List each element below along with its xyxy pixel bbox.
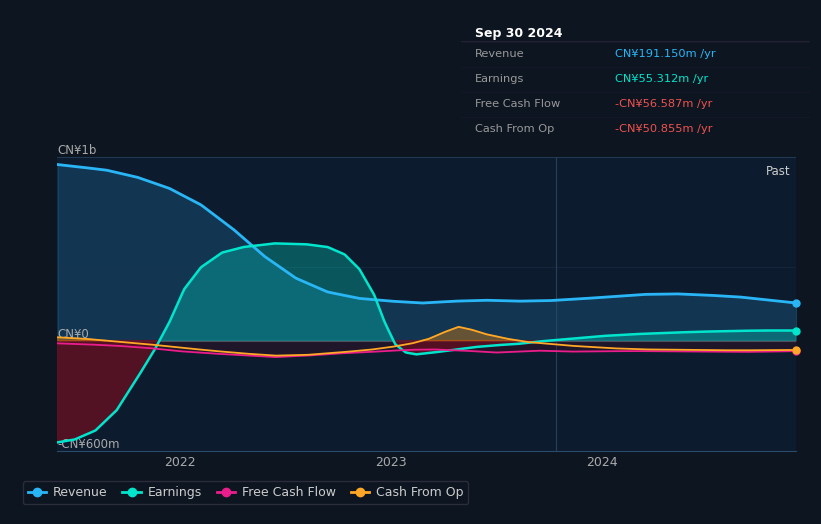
Text: Free Cash Flow: Free Cash Flow: [475, 99, 561, 109]
Text: -CN¥56.587m /yr: -CN¥56.587m /yr: [615, 99, 713, 109]
Text: CN¥55.312m /yr: CN¥55.312m /yr: [615, 74, 709, 84]
Text: -CN¥600m: -CN¥600m: [57, 438, 120, 451]
Text: Past: Past: [765, 165, 790, 178]
Text: -CN¥50.855m /yr: -CN¥50.855m /yr: [615, 124, 713, 134]
Text: Sep 30 2024: Sep 30 2024: [475, 27, 563, 40]
Legend: Revenue, Earnings, Free Cash Flow, Cash From Op: Revenue, Earnings, Free Cash Flow, Cash …: [23, 481, 468, 504]
Text: CN¥1b: CN¥1b: [57, 144, 97, 157]
Text: CN¥0: CN¥0: [57, 328, 89, 341]
Text: CN¥191.150m /yr: CN¥191.150m /yr: [615, 49, 716, 59]
Text: Revenue: Revenue: [475, 49, 525, 59]
Text: Cash From Op: Cash From Op: [475, 124, 555, 134]
Text: Earnings: Earnings: [475, 74, 525, 84]
